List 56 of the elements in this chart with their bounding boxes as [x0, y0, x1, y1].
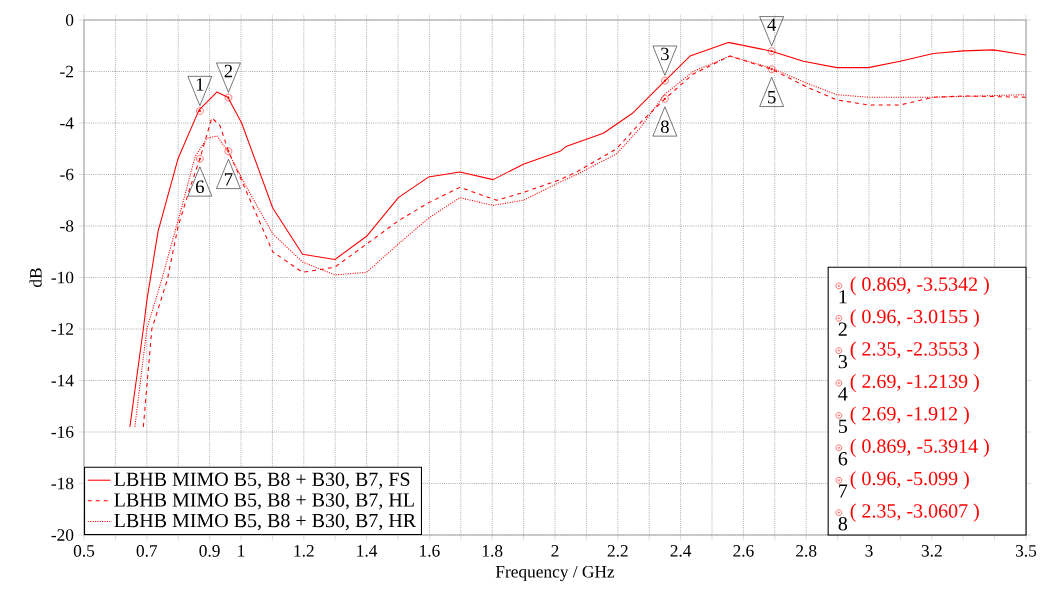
y-tick-label: -8 [60, 220, 74, 232]
y-tick-label: -6 [60, 168, 74, 181]
text: 8 [838, 516, 848, 531]
text: 3 [838, 354, 848, 369]
annotation: ( 0.96, -5.099 ) [850, 471, 969, 490]
annotation: 3 [661, 47, 669, 61]
y-tick-label: -16 [51, 426, 74, 438]
x-tick-label: 2.2 [607, 545, 628, 557]
annotation: ( 2.35, -3.0607 ) [850, 503, 979, 522]
annotation: ( 2.69, -1.912 ) [850, 406, 969, 425]
annotation: ( 0.869, -5.3914 ) [850, 438, 989, 457]
annotation: 1 [196, 78, 204, 91]
x-tick-label: 3.2 [921, 545, 942, 557]
y-tick-label: 0 [65, 14, 74, 26]
y-axis-title: dB [29, 268, 42, 287]
x-tick-label: 3 [865, 545, 873, 557]
annotation: ( 0.96, -3.0155 ) [850, 309, 979, 328]
x-tick-label: 0.5 [73, 545, 95, 557]
annotation: 8 [660, 120, 669, 134]
x-axis-title: Frequency / GHz [495, 565, 615, 582]
y-tick-label: -10 [51, 271, 74, 284]
x-tick-label: 1.8 [482, 545, 503, 557]
y-tick-label: -12 [51, 323, 74, 335]
legend-label: LBHB MIMO B5, B8 + B30, B7, HR [114, 513, 417, 531]
annotation: 5 [768, 91, 776, 104]
x-tick-label: 2.4 [670, 545, 692, 557]
y-tick-label: -20 [51, 529, 74, 541]
text: 6 [838, 452, 848, 466]
y-tick-label: -4 [60, 117, 74, 129]
x-tick-label: 0.7 [136, 545, 158, 557]
x-tick-label: 1 [238, 545, 245, 557]
annotation: 2 [224, 64, 233, 78]
x-tick-label: 1.4 [357, 545, 378, 557]
text: 4 [838, 387, 848, 401]
annotation: 6 [196, 180, 204, 194]
annotation: ( 2.69, -1.2139 ) [850, 374, 979, 393]
x-tick-label: 2 [551, 545, 559, 557]
y-tick-label: -2 [60, 65, 74, 78]
annotation: ( 2.35, -2.3553 ) [850, 341, 979, 360]
x-tick-label: 2.6 [733, 545, 754, 557]
y-tick-label: -14 [51, 374, 74, 387]
annotation: 4 [767, 18, 777, 31]
x-tick-label: 3.5 [1016, 545, 1037, 557]
annotation: 7 [225, 173, 233, 186]
text: 1 [839, 290, 847, 304]
y-tick-label: -18 [51, 477, 74, 490]
legend-label: LBHB MIMO B5, B8 + B30, B7, HL [114, 493, 414, 510]
text: 2 [838, 322, 847, 336]
x-tick-label: 2.8 [796, 545, 817, 557]
x-tick-label: 0.9 [199, 545, 220, 557]
x-tick-label: 1.2 [294, 545, 314, 557]
annotation: ( 0.869, -3.5342 ) [850, 276, 989, 295]
legend-label: LBHB MIMO B5, B8 + B30, B7, FS [114, 472, 410, 489]
x-tick-label: 1.6 [420, 545, 440, 557]
text: 7 [839, 484, 848, 498]
text: 5 [839, 419, 848, 433]
